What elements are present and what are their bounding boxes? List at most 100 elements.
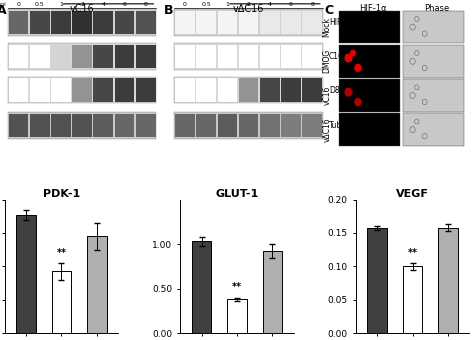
Text: Mock: Mock bbox=[323, 17, 332, 37]
Circle shape bbox=[355, 64, 361, 71]
Bar bbox=[196, 45, 216, 68]
Bar bbox=[175, 45, 195, 68]
Text: **: ** bbox=[408, 248, 418, 258]
Text: hpi: hpi bbox=[0, 2, 6, 7]
Text: 0.5: 0.5 bbox=[35, 2, 45, 7]
Bar bbox=[367, 227, 387, 333]
Bar bbox=[403, 79, 464, 112]
Circle shape bbox=[345, 88, 352, 96]
Bar bbox=[196, 114, 216, 137]
Bar bbox=[281, 45, 301, 68]
Bar bbox=[136, 79, 155, 102]
Bar bbox=[260, 11, 280, 34]
Text: A: A bbox=[0, 4, 7, 17]
Text: D8: D8 bbox=[329, 86, 340, 95]
Bar bbox=[174, 77, 323, 103]
Bar bbox=[174, 43, 323, 70]
Bar bbox=[51, 45, 71, 68]
Text: Tubulin: Tubulin bbox=[329, 121, 356, 130]
Circle shape bbox=[350, 50, 356, 56]
Bar bbox=[196, 79, 216, 102]
Bar bbox=[93, 79, 113, 102]
Bar bbox=[302, 114, 322, 137]
Bar bbox=[438, 227, 458, 333]
Text: **: ** bbox=[232, 282, 242, 292]
Bar bbox=[239, 45, 258, 68]
Text: 2: 2 bbox=[80, 2, 84, 7]
Bar bbox=[136, 114, 155, 137]
Text: C16: C16 bbox=[329, 52, 344, 61]
Text: vΔC16: vΔC16 bbox=[233, 4, 264, 14]
Bar bbox=[339, 45, 400, 78]
Bar bbox=[218, 11, 237, 34]
Text: 1: 1 bbox=[59, 2, 63, 7]
Bar bbox=[72, 11, 92, 34]
Bar bbox=[51, 114, 71, 137]
Text: 4: 4 bbox=[101, 2, 105, 7]
Title: GLUT-1: GLUT-1 bbox=[215, 189, 259, 199]
Text: 6: 6 bbox=[123, 2, 127, 7]
Bar bbox=[281, 114, 301, 137]
Bar bbox=[174, 112, 323, 139]
Title: PDK-1: PDK-1 bbox=[43, 189, 80, 199]
Text: 0.5: 0.5 bbox=[201, 2, 211, 7]
Text: 2: 2 bbox=[246, 2, 251, 7]
Bar bbox=[218, 45, 237, 68]
Bar bbox=[87, 236, 107, 333]
Bar bbox=[260, 45, 280, 68]
Bar bbox=[93, 11, 113, 34]
Bar bbox=[136, 11, 155, 34]
Bar bbox=[115, 79, 135, 102]
Bar bbox=[9, 79, 28, 102]
Text: 0: 0 bbox=[17, 2, 20, 7]
Text: vC16: vC16 bbox=[70, 4, 94, 14]
Bar bbox=[30, 11, 49, 34]
Bar bbox=[30, 79, 49, 102]
Bar bbox=[8, 43, 156, 70]
Bar bbox=[339, 79, 400, 112]
Bar bbox=[72, 45, 92, 68]
Text: Phase: Phase bbox=[424, 4, 449, 13]
Bar bbox=[260, 79, 280, 102]
Title: VEGF: VEGF bbox=[396, 189, 429, 199]
Circle shape bbox=[355, 99, 361, 105]
Bar bbox=[281, 79, 301, 102]
Bar bbox=[196, 11, 216, 34]
Bar bbox=[8, 9, 156, 36]
Text: 4: 4 bbox=[268, 2, 272, 7]
Text: vΔC16: vΔC16 bbox=[323, 117, 332, 142]
Text: HIF-1α: HIF-1α bbox=[359, 4, 387, 13]
Bar bbox=[175, 79, 195, 102]
Bar bbox=[263, 251, 282, 333]
Bar bbox=[52, 271, 71, 333]
Text: 1: 1 bbox=[226, 2, 229, 7]
Bar bbox=[115, 45, 135, 68]
Text: 0: 0 bbox=[183, 2, 187, 7]
Bar bbox=[302, 79, 322, 102]
Bar bbox=[175, 11, 195, 34]
Bar bbox=[115, 114, 135, 137]
Bar bbox=[302, 11, 322, 34]
Text: DMOG: DMOG bbox=[323, 49, 332, 73]
Bar bbox=[403, 11, 464, 44]
Bar bbox=[8, 77, 156, 103]
Bar bbox=[218, 79, 237, 102]
Bar bbox=[136, 45, 155, 68]
Bar bbox=[218, 114, 237, 137]
Bar bbox=[30, 114, 49, 137]
Bar bbox=[9, 11, 28, 34]
Text: C: C bbox=[325, 4, 334, 17]
Text: vC16: vC16 bbox=[323, 86, 332, 105]
Bar bbox=[281, 11, 301, 34]
Bar bbox=[174, 9, 323, 36]
Bar bbox=[93, 114, 113, 137]
Bar bbox=[51, 11, 71, 34]
Text: B: B bbox=[164, 4, 173, 17]
Bar bbox=[302, 45, 322, 68]
Bar bbox=[8, 112, 156, 139]
Bar bbox=[239, 11, 258, 34]
Bar bbox=[72, 114, 92, 137]
Bar bbox=[175, 114, 195, 137]
Text: 8: 8 bbox=[310, 2, 314, 7]
Bar bbox=[72, 79, 92, 102]
